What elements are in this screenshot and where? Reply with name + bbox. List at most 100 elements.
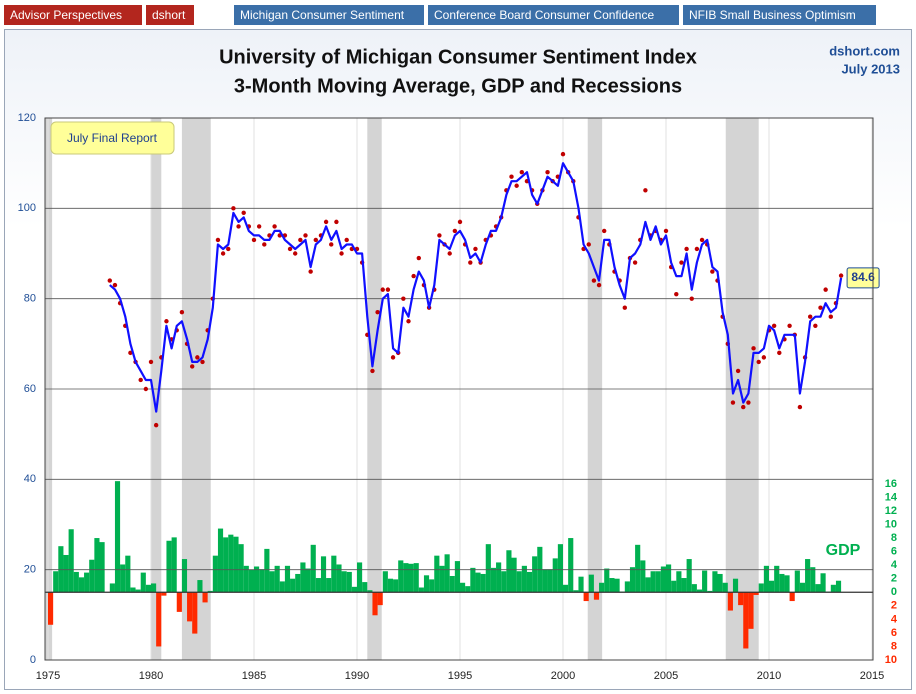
gdp-bar [84,572,90,593]
chart-subtitle: 3-Month Moving Average, GDP and Recessio… [234,75,682,97]
gdp-bar [604,568,610,593]
sentiment-dot [591,278,597,283]
sentiment-dot [514,183,519,188]
gdp-bar [94,538,100,593]
gdp-bar [279,581,285,593]
sentiment-dot [329,242,334,247]
annotation: July Final Report [67,131,158,145]
gdp-bar [732,578,739,593]
gdp-bar [532,556,538,593]
gdp-bar [521,565,527,593]
sentiment-dot [406,319,411,324]
gdp-bar [290,578,296,593]
gdp-bar [223,537,229,593]
gdp-bar [53,571,59,593]
gdp-bar [691,584,697,593]
gdp-bar [820,573,826,593]
gdp-bar [805,559,811,593]
nav-button[interactable]: Conference Board Consumer Confidence [428,5,679,25]
gdp-bar [300,562,306,593]
gdp-bar [686,559,692,593]
sentiment-dot [560,151,566,157]
sentiment-dot [262,242,267,247]
sentiment-dot [545,170,550,175]
sentiment-dot [632,260,638,265]
gdp-bar [89,559,95,593]
gdp-bar [382,571,388,593]
x-tick-label: 1980 [139,670,163,682]
gdp-bar [784,575,790,593]
nav-button[interactable]: Michigan Consumer Sentiment [234,5,424,25]
gdp-bar [635,544,641,593]
y2-tick-label: 2 [891,600,897,612]
gdp-bar [439,565,445,593]
gdp-bar [372,592,378,616]
gdp-bar [496,562,502,593]
sentiment-dot [323,219,329,225]
x-tick-label: 2015 [860,670,884,682]
sentiment-dot [797,404,803,410]
sentiment-dot [385,287,391,292]
gdp-bar [444,554,450,593]
gdp-bar [187,592,193,622]
sentiment-dot [107,278,113,283]
gdp-bar [542,569,548,593]
sentiment-dot [689,296,694,301]
gdp-bar [135,589,141,593]
nav-button[interactable]: NFIB Small Business Optimism [683,5,876,25]
gdp-bar [547,569,553,593]
sentiment-dot [313,237,318,243]
gdp-bar [614,578,620,593]
nav-button[interactable]: dshort [146,5,194,25]
gdp-bar [413,563,419,593]
sentiment-dot [220,251,226,256]
gdp-bar [341,571,347,593]
sentiment-dot [751,346,756,351]
sentiment-dot [828,314,833,319]
sentiment-dot [241,210,246,216]
sentiment-dot [128,350,133,356]
gdp-bar [563,584,569,593]
gdp-bar [120,564,126,593]
sentiment-dot [437,233,442,238]
sentiment-dot [287,246,293,252]
gdp-bar [475,572,481,593]
y2-tick-label: 0 [891,586,897,598]
y2-tick-label: 4 [891,559,898,571]
gdp-bar [212,555,218,593]
gdp-bar [228,534,234,593]
last-value-box [846,267,880,289]
sentiment-dot [380,287,385,292]
sentiment-dot [447,251,452,256]
sentiment-dot [787,323,792,328]
sentiment-dot [401,296,406,301]
gdp-bar [248,569,254,593]
gdp-bar [506,550,512,593]
sentiment-dot [622,305,627,310]
sentiment-dot [663,228,669,234]
gdp-bar [207,590,213,593]
gdp-bar [387,578,394,593]
plot: 1975 1980 1985 1990 1995 2000 2005 2010 20150204… [18,112,898,682]
sentiment-dot [457,219,463,225]
y-tick-label: 100 [18,202,36,214]
gdp-bar [490,567,497,593]
gdp-bar [63,554,69,593]
gdp-bar [99,542,105,593]
sentiment-dot [112,282,118,288]
sentiment-dot [148,359,154,365]
gdp-bar [284,565,291,593]
nav-button[interactable]: Advisor Perspectives [4,5,142,25]
gdp-bar [362,582,368,593]
plot-border [44,117,874,661]
gdp-bar [305,568,311,593]
source: dshort.com [829,43,900,58]
gdp-bar [166,540,172,593]
sentiment-dot [699,237,705,243]
gdp-bar [666,564,672,593]
gdp-bar [609,578,615,593]
x-tick-label: 1990 [345,670,369,682]
gdp-bar [429,579,435,593]
sentiment-dot [375,310,380,315]
